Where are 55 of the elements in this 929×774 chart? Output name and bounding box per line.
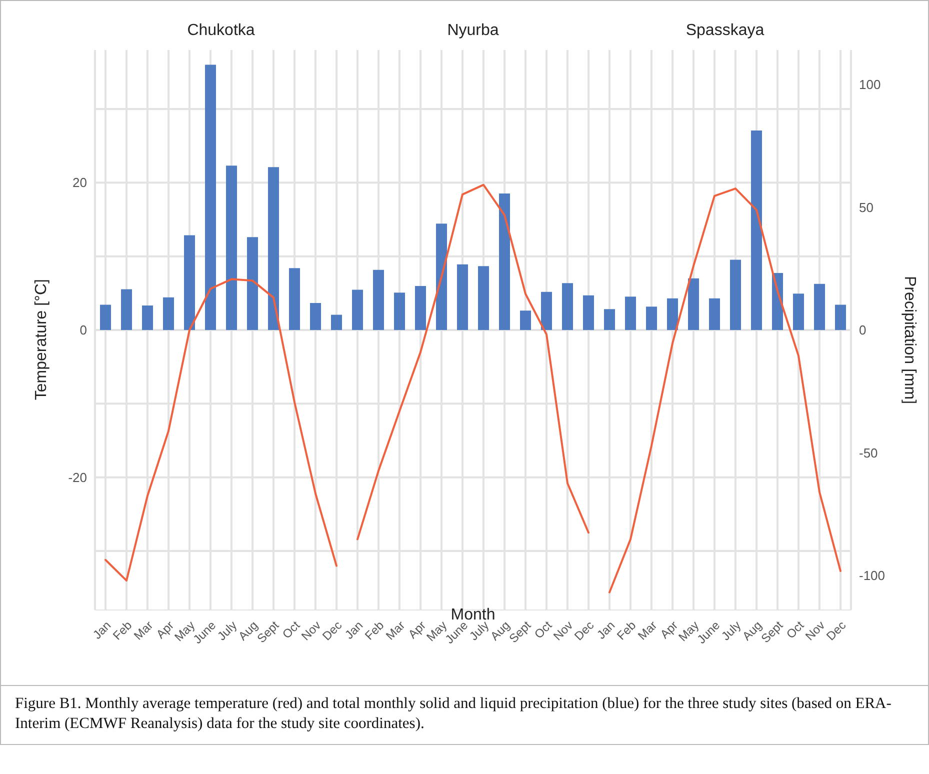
bar (499, 193, 510, 330)
y2-tick-label: 0 (859, 322, 866, 338)
bar (814, 284, 825, 330)
bar (520, 310, 531, 330)
bar (205, 64, 216, 330)
caption: Figure B1. Monthly average temperature (red) and total monthly solid and liquid precipitation (blue) for the three study sites (based on ERA-Interim (ECMWF Reanalysis) data for the study site coordinates). (1, 685, 928, 744)
bar (415, 286, 426, 330)
bar (751, 130, 762, 330)
bar (793, 294, 804, 330)
x-axis-title: Month (450, 606, 496, 624)
bar (184, 235, 195, 330)
line-series (356, 184, 590, 540)
bar (352, 290, 363, 330)
x-tick-label: July (718, 618, 744, 644)
bar (583, 295, 594, 330)
bar (646, 306, 657, 330)
bar (541, 292, 552, 330)
y2-tick-label: -100 (859, 568, 886, 584)
x-tick-label: July (214, 618, 240, 644)
bar (331, 314, 342, 330)
text: Spasskaya (684, 21, 766, 41)
bar (709, 298, 720, 330)
bar (835, 304, 846, 330)
bar (730, 260, 741, 330)
bar (457, 264, 468, 330)
bar (604, 309, 615, 330)
bar (163, 297, 174, 330)
y2-axis-title: Precipitation [mm] (900, 276, 918, 404)
bar (142, 305, 153, 330)
bar (373, 270, 384, 330)
line-series (608, 188, 842, 594)
bar (625, 296, 636, 330)
bar (289, 268, 300, 330)
bar (100, 304, 111, 330)
line-series (104, 278, 338, 582)
bar (688, 278, 699, 330)
bar (268, 167, 279, 330)
bar (667, 298, 678, 330)
bar (478, 266, 489, 330)
bar (394, 292, 405, 330)
bar (226, 166, 237, 330)
bar (121, 289, 132, 330)
y-tick-label: 20 (72, 175, 87, 190)
y-axis-title: Temperature [°C] (33, 279, 51, 401)
text: Chukotka (186, 21, 256, 41)
text: Nyurba (446, 21, 500, 41)
y-tick-label: 0 (80, 322, 87, 338)
bar (436, 224, 447, 330)
y-tick-label: -20 (68, 470, 87, 485)
y2-tick-label: -50 (859, 445, 878, 460)
bar (562, 283, 573, 330)
bar (247, 237, 258, 330)
y2-tick-label: 100 (859, 77, 881, 92)
y2-tick-label: 50 (859, 200, 874, 215)
bar (310, 302, 321, 330)
